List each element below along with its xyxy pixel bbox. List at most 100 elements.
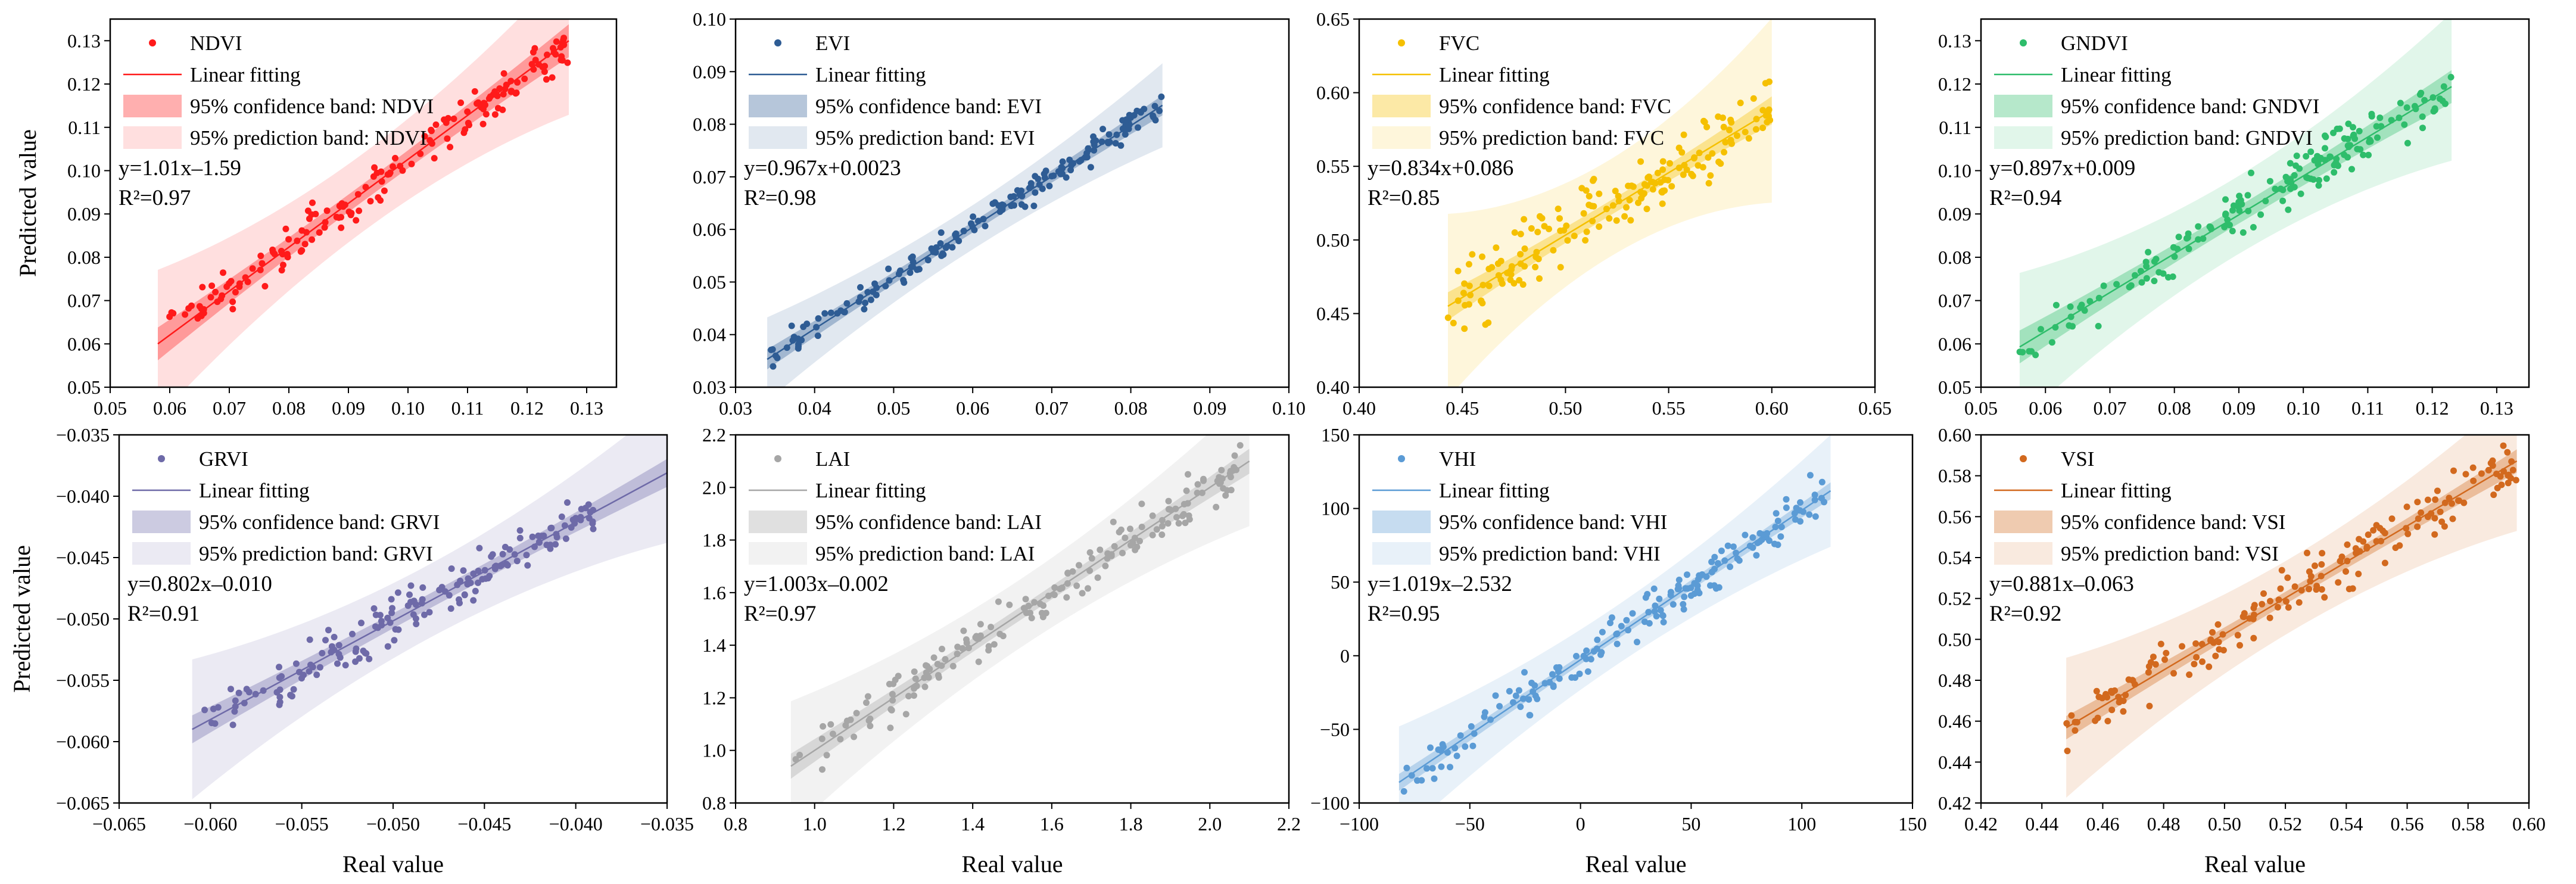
data-point	[2099, 695, 2106, 702]
legend-pi-swatch	[1372, 542, 1431, 565]
x-tick-label: 0.56	[2391, 813, 2424, 835]
data-point	[2437, 508, 2444, 515]
data-point	[1536, 213, 1543, 220]
legend-marker	[158, 455, 165, 462]
fit-line	[2066, 460, 2518, 729]
data-point	[1462, 743, 1469, 750]
data-point	[995, 598, 1002, 605]
data-point	[2279, 186, 2287, 194]
data-point	[444, 135, 451, 142]
data-point	[456, 599, 463, 606]
data-point	[895, 673, 902, 680]
data-point	[366, 655, 373, 662]
data-point	[970, 213, 977, 220]
data-point	[2067, 303, 2074, 310]
data-point	[476, 544, 483, 552]
data-point	[1615, 192, 1622, 200]
data-point	[2322, 133, 2329, 141]
x-tick-label: 0.06	[153, 397, 186, 419]
data-point	[460, 129, 468, 136]
data-point	[325, 627, 332, 634]
data-point	[548, 524, 555, 531]
data-point	[244, 278, 251, 285]
plot-frame	[1358, 18, 1876, 388]
data-point	[1711, 582, 1718, 589]
data-point	[457, 99, 465, 106]
data-point	[1507, 271, 1515, 278]
data-point	[309, 199, 316, 206]
plot-frame	[1980, 434, 2530, 804]
data-point	[2222, 210, 2229, 217]
data-point	[2078, 301, 2085, 309]
data-point	[2414, 523, 2421, 530]
data-point	[974, 217, 982, 225]
y-tick-label: 0.04	[693, 324, 726, 345]
data-point	[1598, 649, 1605, 656]
legend-marker	[2020, 455, 2027, 462]
data-point	[2365, 531, 2372, 539]
data-point	[1711, 553, 1718, 561]
data-point	[559, 57, 566, 64]
data-point	[990, 641, 998, 648]
data-point	[1811, 491, 1818, 499]
data-point	[789, 337, 796, 344]
data-point	[821, 310, 828, 317]
data-point	[2100, 282, 2107, 290]
data-point	[2104, 718, 2111, 724]
data-point	[428, 140, 435, 147]
legend: LAI Linear fitting 95% confidence band: LA…	[749, 447, 1042, 565]
data-point	[431, 155, 438, 162]
data-point	[1038, 609, 1045, 617]
data-point	[2327, 153, 2334, 160]
data-point	[827, 309, 834, 316]
data-point	[788, 322, 795, 329]
data-point	[482, 111, 490, 118]
data-point	[2156, 269, 2163, 276]
data-point	[1517, 231, 1524, 238]
data-point	[2462, 471, 2469, 478]
legend-pi-swatch	[123, 126, 182, 149]
y-tick-label: 2.2	[702, 424, 726, 446]
data-point	[1667, 592, 1674, 599]
legend-ci-label: 95% confidence band: VHI	[1439, 511, 1667, 534]
data-point	[298, 227, 306, 234]
data-point	[306, 636, 313, 643]
data-point	[1175, 520, 1182, 527]
data-point	[2373, 123, 2380, 130]
data-point	[475, 579, 481, 586]
data-point	[2288, 179, 2295, 186]
legend: VHI Linear fitting 95% confidence band: VH…	[1372, 447, 1667, 565]
data-point	[1660, 618, 1667, 625]
data-point	[1059, 158, 1066, 165]
data-point	[589, 520, 596, 527]
data-point	[210, 705, 217, 712]
plot-area	[1398, 435, 1831, 803]
data-point	[1090, 133, 1097, 140]
y-tick-label: 0.54	[1938, 547, 1971, 568]
data-point	[1587, 656, 1594, 663]
data-point	[2248, 169, 2254, 176]
legend-pi-label: 95% prediction band: NDVI	[190, 126, 427, 150]
data-point	[1083, 154, 1091, 161]
data-point	[499, 106, 506, 113]
data-point	[2370, 527, 2377, 534]
data-point	[942, 656, 949, 663]
data-point	[562, 535, 569, 542]
data-point	[553, 534, 560, 541]
data-point	[2274, 603, 2281, 611]
data-point	[298, 675, 305, 682]
data-point	[319, 650, 326, 656]
y-tick-label: 100	[1321, 498, 1350, 519]
data-point	[1586, 192, 1593, 200]
data-point	[2221, 223, 2228, 231]
legend-fit-label: Linear fitting	[815, 63, 926, 86]
data-point	[2331, 169, 2338, 176]
data-point	[166, 313, 173, 320]
data-point	[1485, 282, 1493, 290]
data-point	[1580, 652, 1587, 659]
data-point	[2072, 718, 2079, 726]
data-point	[1695, 162, 1702, 169]
data-point	[1158, 94, 1165, 100]
data-point	[954, 650, 961, 658]
data-point	[447, 605, 454, 612]
